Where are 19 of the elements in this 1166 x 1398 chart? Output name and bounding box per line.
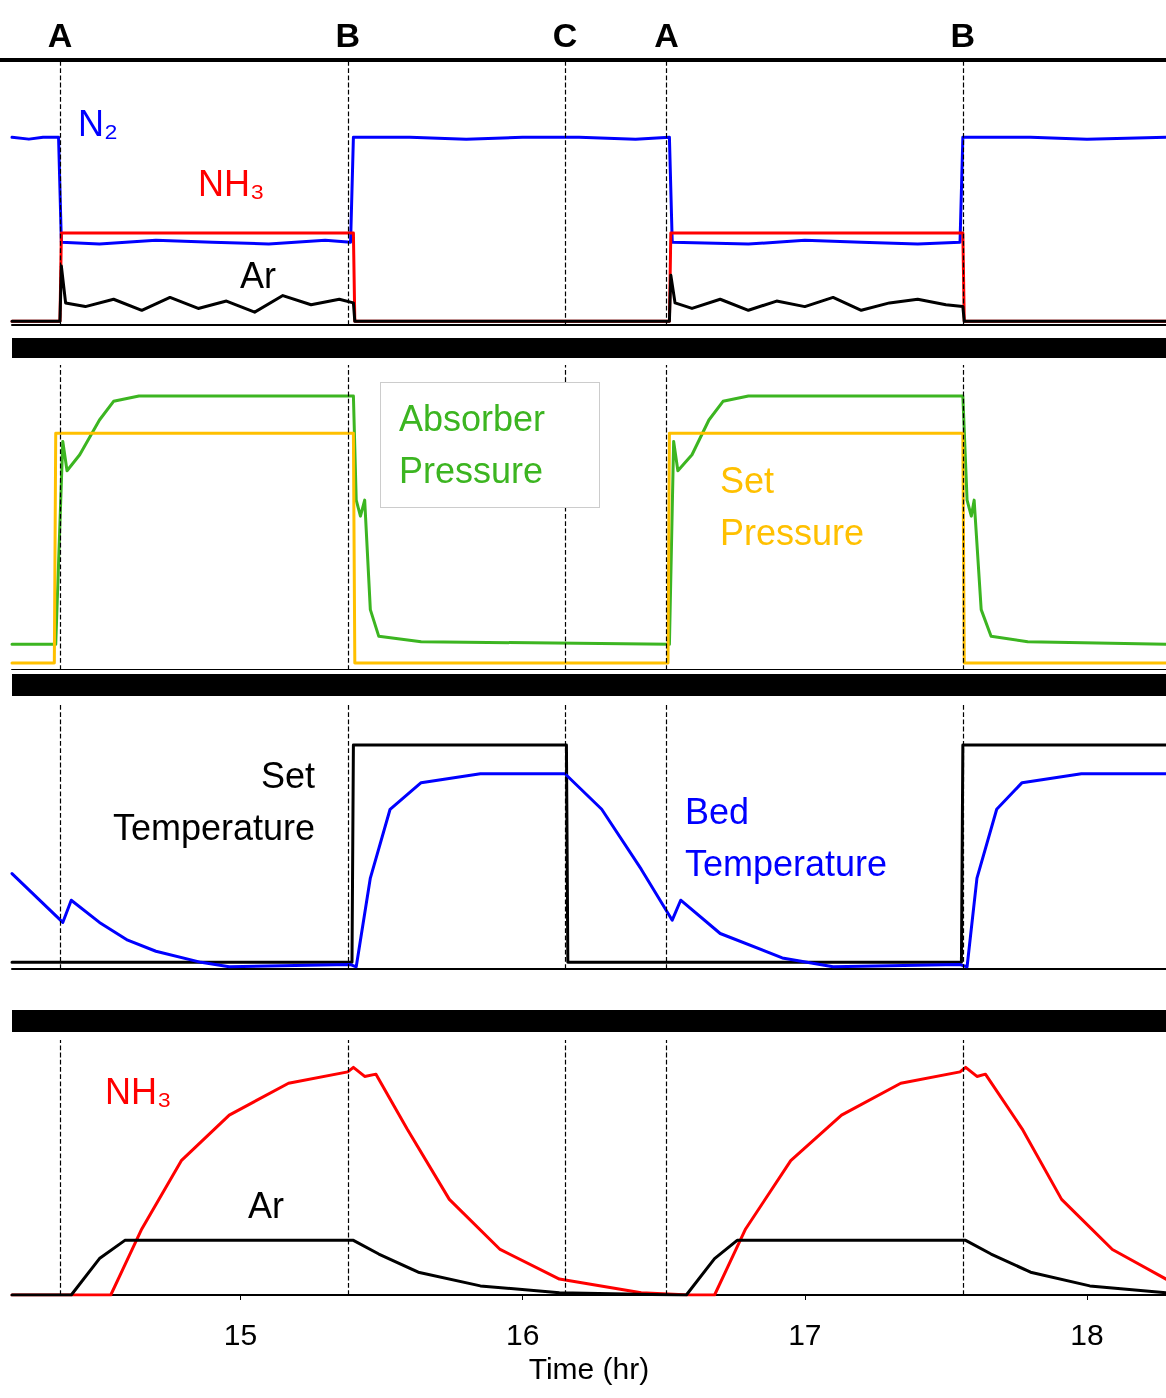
ref-line-label: A (47, 16, 73, 54)
series-label: Ar (248, 1184, 284, 1228)
ref-line-label: C (552, 16, 578, 54)
series-label: Ar (240, 254, 276, 298)
series-label: N₂ (78, 102, 118, 146)
series-label: Absorber Pressure (380, 382, 600, 509)
x-tick-label: 16 (506, 1317, 540, 1351)
x-axis-title: Time (hr) (528, 1352, 650, 1386)
ref-line-label: B (335, 16, 361, 54)
ref-line-label: B (950, 16, 976, 54)
series-label: NH₃ (105, 1070, 172, 1114)
series-label: NH₃ (198, 162, 265, 206)
x-tick-label: 17 (788, 1317, 822, 1351)
x-tick-label: 15 (223, 1317, 258, 1351)
ref-line-label: A (654, 16, 679, 54)
series-label: Set Temperature (111, 754, 315, 851)
series-label: Set Pressure (720, 459, 866, 556)
series-label: Bed Temperature (685, 790, 889, 887)
x-tick-label: 18 (1070, 1317, 1104, 1351)
